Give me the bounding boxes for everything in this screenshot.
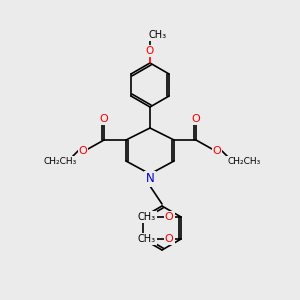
Text: O: O — [165, 212, 173, 222]
Text: O: O — [192, 114, 200, 124]
Text: N: N — [146, 172, 154, 185]
Text: O: O — [146, 46, 154, 56]
Text: CH₃: CH₃ — [138, 212, 156, 222]
Text: O: O — [165, 234, 173, 244]
Text: O: O — [79, 146, 87, 156]
Text: O: O — [100, 114, 108, 124]
Text: CH₃: CH₃ — [149, 30, 167, 40]
Text: O: O — [213, 146, 221, 156]
Text: CH₂CH₃: CH₂CH₃ — [44, 157, 76, 166]
Text: CH₂CH₃: CH₂CH₃ — [227, 157, 261, 166]
Text: CH₃: CH₃ — [138, 234, 156, 244]
